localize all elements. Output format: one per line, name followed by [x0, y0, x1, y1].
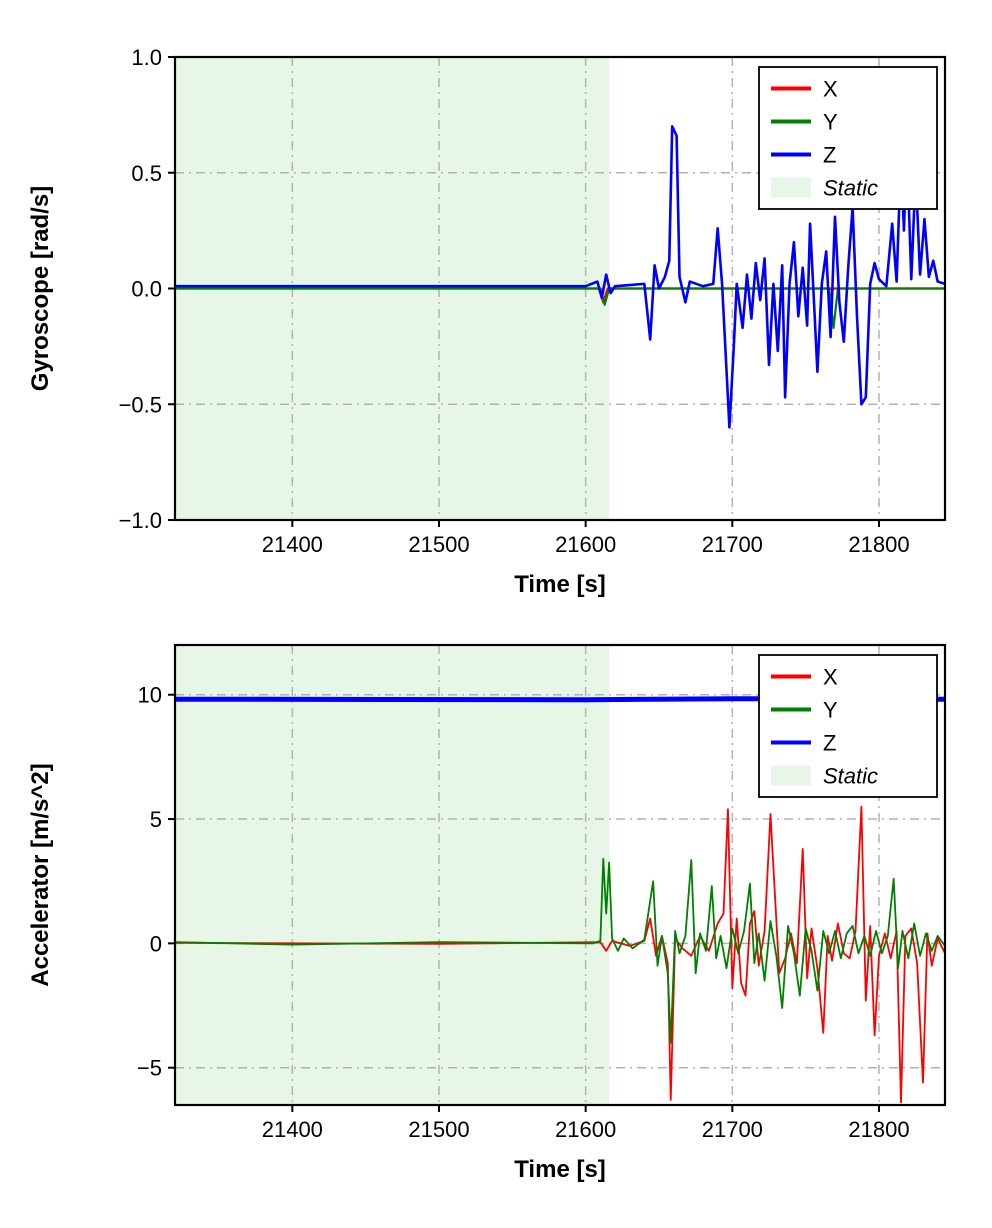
x-tick-label: 21600	[555, 1117, 616, 1142]
chart-svg-0: 21400 21500 21600 21700 21800 1.0 0.5 0.0 −0.5 −1…	[27, 45, 947, 598]
x-axis-label: Time [s]	[514, 1156, 606, 1183]
x-tick-label: 21800	[848, 532, 909, 557]
x-tick-label: 21500	[408, 532, 469, 557]
chart-svg-1: 21400 21500 21600 21700 21800 10 5 0 −5 Time [s] A…	[27, 643, 947, 1183]
gyroscope-chart: 21400 21500 21600 21700 21800 1.0 0.5 0.0 −0.5 −1…	[27, 45, 947, 598]
y-axis-label: Gyroscope [rad/s]	[27, 186, 54, 391]
legend-label-static: Static	[823, 764, 878, 789]
y-tick-label: 10	[138, 683, 162, 708]
legend-label-static: Static	[823, 176, 878, 201]
x-tick-label: 21700	[702, 1117, 763, 1142]
legend-label-x: X	[823, 77, 838, 102]
y-tick-label: −0.5	[119, 392, 162, 417]
y-tick-label: 5	[150, 807, 162, 832]
legend-label-x: X	[823, 665, 838, 690]
x-tick-label: 21400	[262, 1117, 323, 1142]
x-tick-label: 21500	[408, 1117, 469, 1142]
x-tick-label: 21800	[848, 1117, 909, 1142]
y-tick-label: −5	[137, 1056, 162, 1081]
y-tick-label: 0.0	[131, 277, 162, 302]
legend-swatch-static	[771, 765, 811, 786]
legend-label-z: Z	[823, 731, 836, 756]
series-line-z	[175, 125, 945, 429]
y-tick-label: 0	[150, 931, 162, 956]
legend-swatch-static	[771, 177, 811, 198]
x-tick-label: 21400	[262, 532, 323, 557]
x-axis-label: Time [s]	[514, 571, 606, 598]
y-tick-label: 1.0	[131, 45, 162, 70]
accelerator-chart: 21400 21500 21600 21700 21800 10 5 0 −5 Time [s] A…	[0, 614, 992, 1228]
x-tick-label: 21600	[555, 532, 616, 557]
axes-frame	[173, 643, 947, 1107]
legend-label-y: Y	[823, 698, 838, 723]
x-tick-label: 21700	[702, 532, 763, 557]
series-line-y	[175, 857, 945, 1044]
legend-label-z: Z	[823, 143, 836, 168]
y-axis-label: Accelerator [m/s^2]	[27, 763, 54, 986]
y-tick-label: 0.5	[131, 161, 162, 186]
legend-label-y: Y	[823, 110, 838, 135]
y-tick-label: −1.0	[119, 508, 162, 533]
static-region	[175, 645, 610, 1105]
